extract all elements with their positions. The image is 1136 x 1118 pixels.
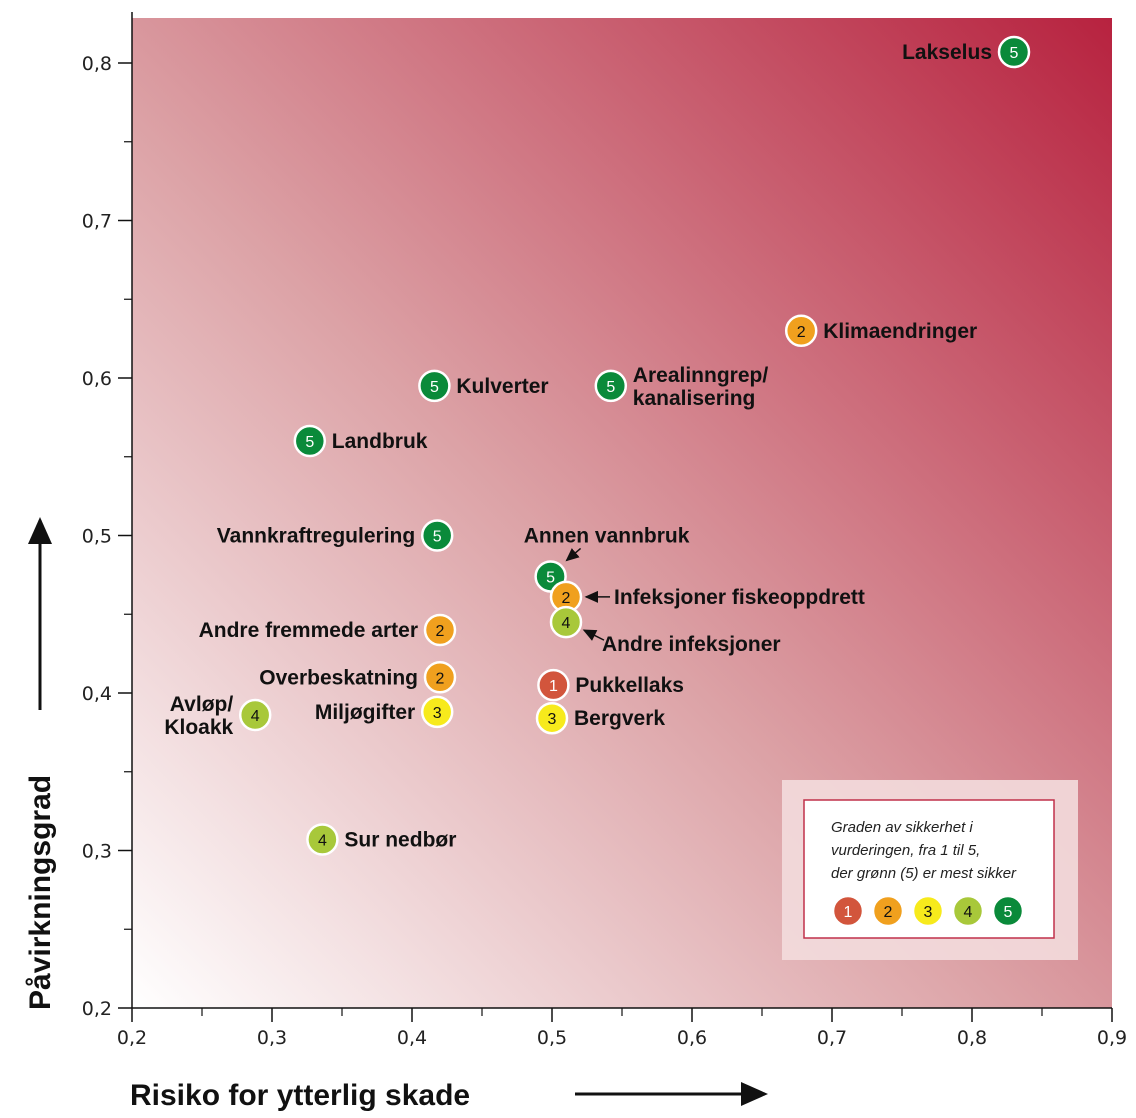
point-label: Arealinngrep/kanalisering (633, 364, 769, 410)
legend-badge: 5 (991, 894, 1025, 928)
svg-text:5: 5 (1004, 904, 1013, 921)
point-label: Klimaendringer (823, 320, 977, 343)
x-tick-label: 0,4 (397, 1027, 427, 1049)
data-point: Overbeskatning 2 (259, 661, 457, 694)
certainty-badge: 4 (549, 605, 583, 639)
point-label: Landbruk (332, 430, 428, 453)
point-label: Avløp/Kloakk (164, 693, 233, 739)
point-label: Miljøgifter (315, 701, 415, 724)
svg-text:4: 4 (251, 708, 260, 725)
certainty-badge: 4 (306, 823, 339, 856)
svg-text:2: 2 (436, 623, 445, 640)
svg-text:2: 2 (562, 590, 571, 607)
x-tick-label: 0,2 (117, 1027, 147, 1049)
svg-text:5: 5 (1010, 45, 1019, 62)
data-point: Landbruk 5 (293, 424, 428, 458)
legend-text: vurderingen, fra 1 til 5, (831, 842, 980, 859)
y-tick-label: 0,3 (82, 841, 112, 863)
label-arrow (565, 547, 582, 562)
certainty-badge: 3 (420, 695, 454, 729)
point-label: Annen vannbruk (524, 524, 690, 547)
data-point: Kulverter 5 (418, 369, 549, 403)
data-point: Sur nedbør 4 (306, 823, 456, 856)
data-point: Arealinngrep/kanalisering 5 (594, 364, 769, 410)
legend-text: der grønn (5) er mest sikker (831, 865, 1017, 882)
data-point: Annen vannbruk 5 (524, 524, 690, 593)
legend-badge: 1 (831, 894, 865, 928)
svg-text:5: 5 (606, 379, 615, 396)
axes: 0,2 0,3 0,4 0,5 0,6 0,7 0,8 0,9 0,2 0,3 0,4 0,5 0,6 0… (82, 12, 1127, 1049)
svg-text:3: 3 (433, 705, 442, 722)
legend-badge: 3 (911, 894, 945, 928)
data-point: Avløp/Kloakk 4 (164, 693, 272, 739)
svg-text:4: 4 (562, 615, 571, 632)
svg-text:3: 3 (548, 711, 557, 728)
data-point: Klimaendringer 2 (784, 314, 977, 347)
data-points: Lakselus 5 Klimaendringer 2 Arealinngrep/kan… (164, 35, 1031, 856)
svg-text:2: 2 (436, 670, 445, 687)
svg-text:5: 5 (430, 379, 439, 396)
svg-text:2: 2 (797, 324, 806, 341)
certainty-badge: 5 (293, 424, 327, 458)
x-tick-label: 0,7 (817, 1027, 847, 1049)
point-label: Pukkellaks (575, 674, 684, 697)
data-point: Pukkellaks 1 (537, 668, 684, 702)
certainty-badge: 2 (423, 613, 457, 647)
point-label: Andre infeksjoner (602, 633, 781, 656)
legend-badge: 4 (951, 894, 985, 928)
certainty-badge: 5 (420, 519, 454, 552)
certainty-badge: 2 (784, 314, 818, 347)
x-tick-label: 0,6 (677, 1027, 707, 1049)
y-tick-label: 0,8 (82, 53, 112, 75)
svg-text:5: 5 (433, 529, 442, 546)
svg-text:4: 4 (318, 832, 327, 849)
svg-text:3: 3 (924, 904, 933, 921)
x-axis-title: Risiko for ytterlig skade (130, 1079, 470, 1112)
data-point: Miljøgifter 3 (315, 695, 454, 729)
y-tick-label: 0,5 (82, 526, 112, 548)
certainty-badge: 5 (418, 369, 451, 403)
point-label: Sur nedbør (344, 828, 456, 851)
legend: Graden av sikkerhet i vurderingen, fra 1 … (782, 780, 1078, 960)
svg-text:5: 5 (546, 569, 555, 586)
svg-text:4: 4 (964, 904, 973, 921)
point-label: Andre fremmede arter (199, 619, 418, 642)
data-point: Andre fremmede arter 2 (199, 613, 457, 647)
data-point: Infeksjoner fiskeoppdrett 2 (549, 580, 865, 614)
x-tick-label: 0,3 (257, 1027, 287, 1049)
svg-text:5: 5 (305, 434, 314, 451)
certainty-badge: 2 (423, 661, 457, 694)
legend-text: Graden av sikkerhet i (831, 819, 973, 836)
certainty-badge: 4 (238, 698, 272, 732)
y-tick-label: 0,2 (82, 998, 112, 1020)
certainty-badge: 3 (535, 701, 569, 735)
x-tick-label: 0,8 (957, 1027, 987, 1049)
svg-text:1: 1 (549, 678, 558, 695)
data-point: Vannkraftregulering 5 (217, 519, 454, 552)
label-arrow (582, 629, 605, 641)
point-label: Kulverter (456, 375, 548, 398)
data-point: Bergverk 3 (535, 701, 665, 735)
data-point: Andre infeksjoner 4 (549, 605, 781, 656)
point-label: Lakselus (902, 41, 992, 64)
data-point: Lakselus 5 (902, 35, 1031, 69)
svg-text:1: 1 (844, 904, 853, 921)
x-tick-label: 0,5 (537, 1027, 567, 1049)
point-label: Vannkraftregulering (217, 525, 415, 548)
point-label: Overbeskatning (259, 666, 418, 689)
svg-text:2: 2 (884, 904, 893, 921)
point-label: Infeksjoner fiskeoppdrett (614, 586, 865, 609)
legend-badge: 2 (871, 894, 905, 928)
point-label: Bergverk (574, 707, 665, 730)
certainty-badge: 1 (537, 668, 570, 702)
x-tick-label: 0,9 (1097, 1027, 1127, 1049)
y-tick-label: 0,6 (82, 368, 112, 390)
y-tick-label: 0,7 (82, 211, 112, 233)
y-tick-label: 0,4 (82, 683, 112, 705)
certainty-badge: 5 (594, 369, 628, 403)
y-axis-title: Påvirkningsgrad (24, 775, 57, 1010)
certainty-badge: 5 (997, 35, 1031, 69)
